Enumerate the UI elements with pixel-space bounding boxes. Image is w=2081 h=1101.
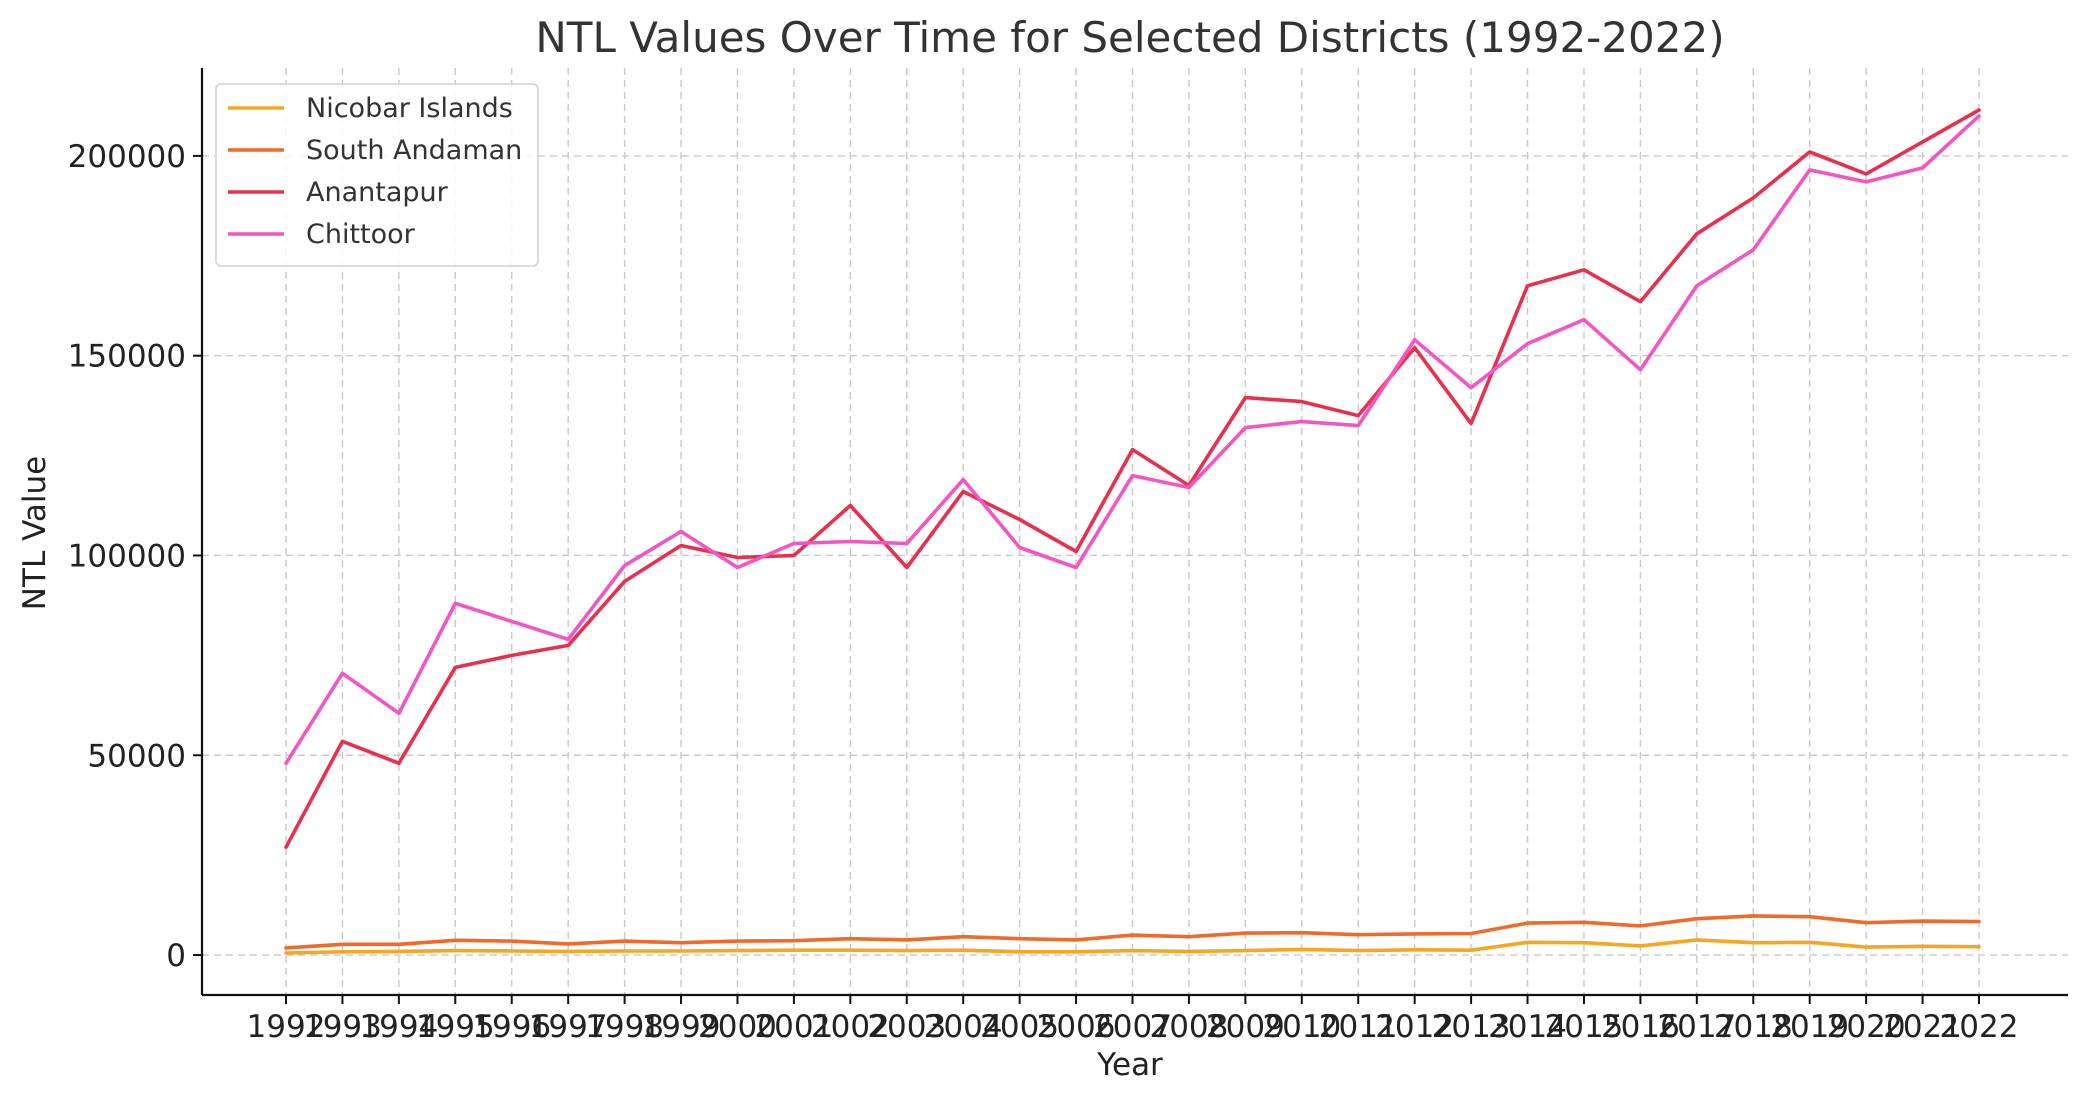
x-tick-label: 2008 [1149,1009,1228,1045]
x-tick-label: 2002 [811,1009,890,1045]
y-tick-label: 100000 [68,538,186,574]
y-tick-label: 50000 [87,738,186,774]
series-line-nicobar-islands [284,938,1981,955]
x-tick-label: 2017 [1657,1009,1736,1045]
x-tick-label: 2011 [1319,1009,1398,1045]
x-tick-label: 2015 [1545,1009,1624,1045]
x-tick-label: 1999 [642,1009,721,1045]
y-tick-label: 200000 [68,139,186,175]
series-line-chittoor [284,114,1981,766]
legend-box [215,83,539,267]
x-tick-label: 2014 [1488,1009,1567,1045]
x-tick-label: 2013 [1432,1009,1511,1045]
x-tick-label: 1992 [247,1009,326,1045]
x-tick-label: 2000 [698,1009,777,1045]
series-line-anantapur [284,108,1981,850]
axes [193,68,2068,1004]
x-tick-label: 2006 [1037,1009,1116,1045]
x-tick-label: 2022 [1940,1009,2019,1045]
x-tick-label: 2004 [924,1009,1003,1045]
y-tick-label: 150000 [68,339,186,375]
x-axis-label: Year [1096,1047,1163,1083]
x-tick-label: 1997 [529,1009,608,1045]
series-line-south-andaman [284,914,1981,950]
y-tick-label: 0 [166,938,186,974]
legend-label-anantapur: Anantapur [306,177,449,208]
x-tick-label: 1993 [303,1009,382,1045]
x-tick-label: 1998 [585,1009,664,1045]
series-lines [284,108,1981,955]
x-tick-label: 2020 [1827,1009,1906,1045]
x-tick-label: 2010 [1262,1009,1341,1045]
x-tick-label: 2005 [980,1009,1059,1045]
tick-labels: 1992199319941995199619971998199920002001… [68,139,2019,1045]
legend-label-nicobar-islands: Nicobar Islands [306,93,513,124]
x-tick-label: 2007 [1093,1009,1172,1045]
x-tick-label: 1994 [359,1009,438,1045]
x-tick-label: 2019 [1770,1009,1849,1045]
x-tick-label: 2009 [1206,1009,1285,1045]
grid [202,68,2068,995]
x-tick-label: 2003 [867,1009,946,1045]
y-axis-label: NTL Value [17,456,53,610]
x-tick-label: 2018 [1714,1009,1793,1045]
x-tick-label: 2001 [754,1009,833,1045]
chart-title: NTL Values Over Time for Selected Distri… [535,13,1724,62]
x-tick-label: 1995 [416,1009,495,1045]
legend-label-chittoor: Chittoor [306,219,416,250]
legend-label-south-andaman: South Andaman [306,135,522,166]
x-tick-label: 2016 [1601,1009,1680,1045]
legend: Nicobar Islands South Andaman Anantapur Chi… [215,83,539,267]
x-tick-label: 1996 [472,1009,551,1045]
x-tick-label: 2012 [1375,1009,1454,1045]
x-tick-label: 2021 [1883,1009,1962,1045]
